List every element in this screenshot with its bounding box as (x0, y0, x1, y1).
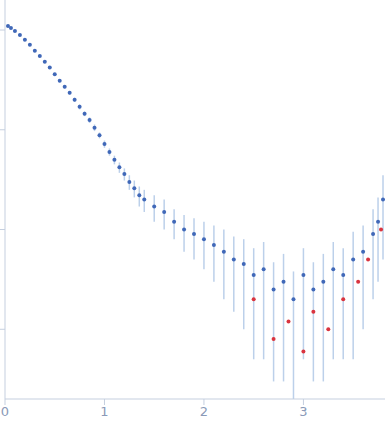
svg-text:3: 3 (299, 404, 307, 419)
svg-text:1: 1 (100, 404, 108, 419)
svg-text:2: 2 (200, 404, 208, 419)
svg-text:0: 0 (8, 404, 9, 419)
